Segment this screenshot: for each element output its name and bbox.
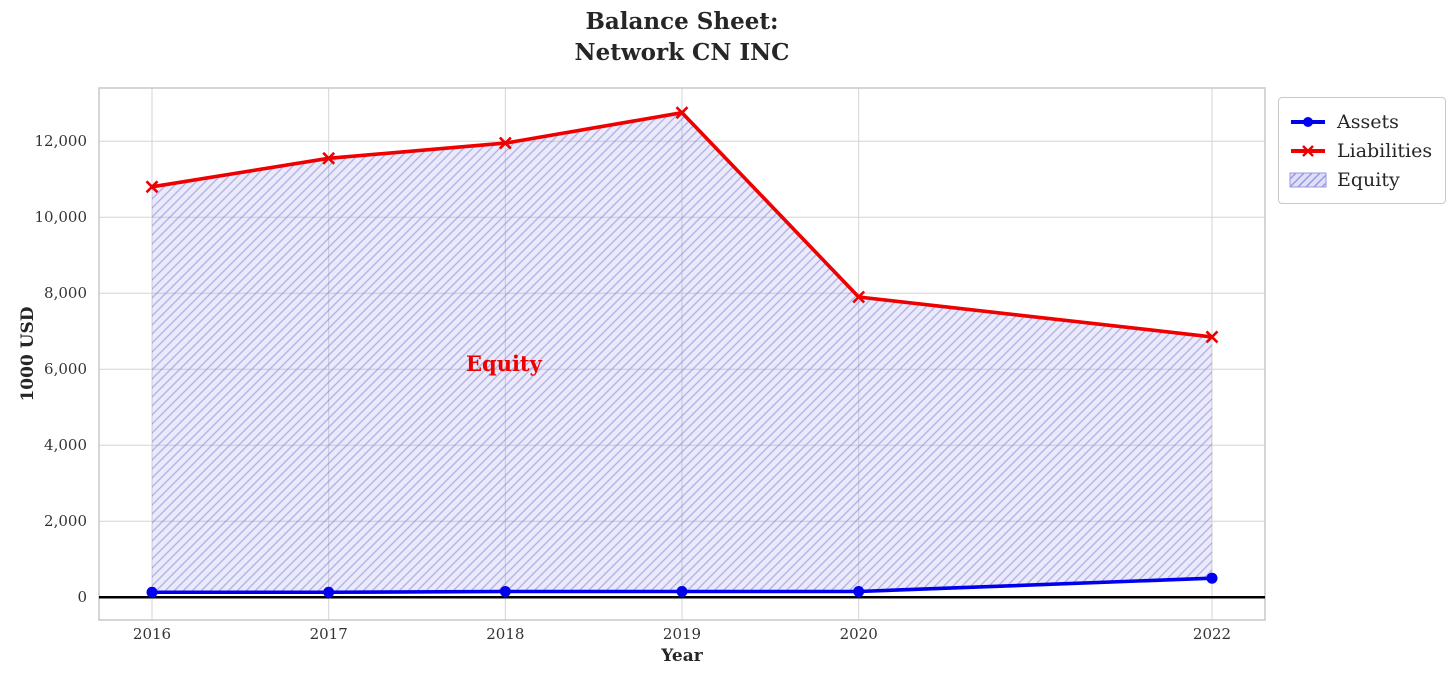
x-axis-label: Year bbox=[661, 646, 703, 666]
svg-text:2022: 2022 bbox=[1193, 625, 1231, 643]
equity-annotation: Equity bbox=[466, 351, 542, 376]
chart-title-line2: Network CN INC bbox=[574, 39, 790, 67]
svg-text:4,000: 4,000 bbox=[44, 436, 87, 454]
legend: Assets Liabilities Eq bbox=[1278, 97, 1446, 204]
svg-text:2018: 2018 bbox=[486, 625, 524, 643]
legend-label-equity: Equity bbox=[1337, 168, 1400, 191]
svg-text:2019: 2019 bbox=[663, 625, 701, 643]
svg-text:10,000: 10,000 bbox=[35, 208, 88, 226]
legend-label-liabilities: Liabilities bbox=[1337, 139, 1433, 162]
equity-hatch-swatch bbox=[1289, 172, 1327, 187]
legend-item-liabilities: Liabilities bbox=[1289, 136, 1435, 165]
chart-title-line1: Balance Sheet: bbox=[585, 8, 779, 35]
svg-text:12,000: 12,000 bbox=[35, 132, 88, 150]
liabilities-line-swatch bbox=[1291, 144, 1325, 157]
svg-text:8,000: 8,000 bbox=[44, 284, 87, 302]
svg-text:6,000: 6,000 bbox=[44, 360, 87, 378]
chart-title: Balance Sheet: Network CN INC bbox=[0, 6, 1364, 68]
svg-text:2017: 2017 bbox=[310, 625, 348, 643]
legend-item-assets: Assets bbox=[1289, 107, 1435, 136]
legend-label-assets: Assets bbox=[1337, 110, 1399, 133]
svg-text:0: 0 bbox=[77, 588, 87, 606]
svg-text:2016: 2016 bbox=[133, 625, 171, 643]
legend-item-equity: Equity bbox=[1289, 165, 1435, 194]
svg-text:2,000: 2,000 bbox=[44, 512, 87, 530]
y-axis-label: 1000 USD bbox=[18, 306, 38, 402]
svg-text:2020: 2020 bbox=[840, 625, 878, 643]
assets-line-swatch bbox=[1291, 116, 1325, 127]
